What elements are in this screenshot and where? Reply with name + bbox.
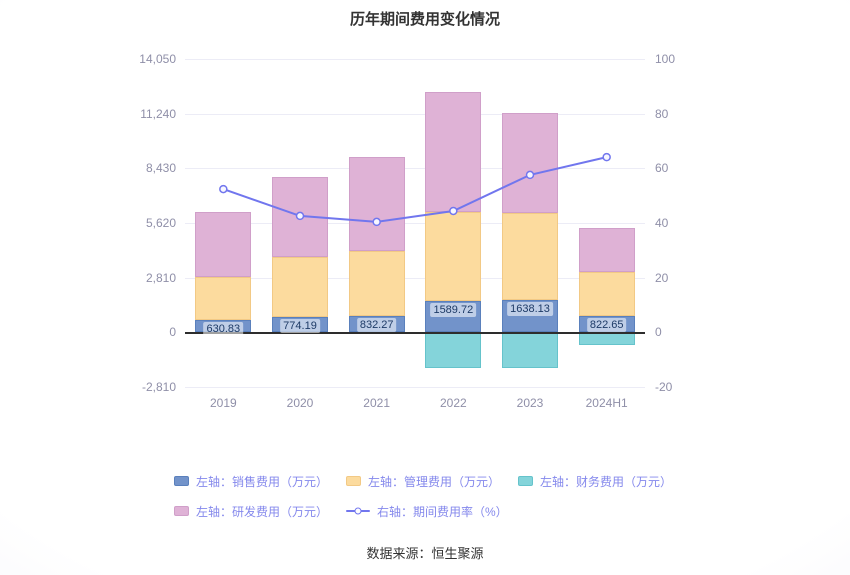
x-axis-tick-2022: 2022 [439,396,467,410]
chart-title: 历年期间费用变化情况 [349,11,500,28]
legend-swatch [346,476,361,486]
bar-value-label: 1589.72 [430,303,477,318]
legend-line-marker [346,505,370,517]
x-axis-tick-2021: 2021 [363,396,391,410]
gridline [185,387,645,388]
rate-line-point [602,152,611,162]
right-axis-tick: 0 [655,325,662,340]
legend-label: 左轴：研发费用（万元） [196,504,329,519]
data-source: 数据来源：恒生聚源 [366,546,484,561]
legend-label: 左轴：管理费用（万元） [368,474,501,489]
bar-value-label: 822.65 [586,318,627,333]
right-axis-tick: 60 [655,161,669,176]
legend-label: 左轴：销售费用（万元） [196,474,329,489]
legend-swatch [174,506,189,516]
bar-segment-series-1 [425,211,482,302]
legend-swatch [174,476,189,486]
bar-segment-series-3 [502,112,558,213]
bar-segment-series-1 [502,212,558,301]
gridline [185,168,645,170]
bar-value-label: 630.83 [203,322,244,337]
rate-line-point [219,184,228,194]
gridline [185,59,645,60]
bar-segment-series-3 [195,212,252,277]
bar-segment-series-1 [272,256,328,318]
gridline [185,223,645,224]
bar-value-label: 774.19 [280,319,320,334]
left-axis-tick: 14,050 [139,52,176,66]
rate-line-point [449,206,458,216]
rate-line-point [295,211,305,221]
right-axis-tick: 100 [655,52,676,66]
bar-value-label: 1638.13 [507,302,553,317]
bar-segment-series-1 [348,250,405,317]
legend-swatch [518,476,533,486]
x-axis-tick-2019: 2019 [209,396,237,410]
rate-line-chart [219,152,611,227]
right-axis-tick: -20 [655,380,673,394]
left-axis-tick: 5,620 [145,216,176,230]
x-axis-tick-2024H1: 2024H1 [585,396,628,410]
rate-line [223,156,607,223]
zero-axis-line [185,332,645,335]
left-axis-tick: 11,240 [140,106,176,121]
bar-segment-series-3 [578,228,635,272]
left-axis-tick: 2,810 [145,270,176,285]
bar-segment-series-1 [195,276,252,321]
x-axis-tick-2020: 2020 [286,396,314,410]
bar-segment-series-2 [502,332,558,368]
legend-item-rate-line[interactable]: 右轴：期间费用率（%） [346,496,518,526]
right-axis-tick: 20 [655,270,669,285]
x-axis-tick-2023: 2023 [516,396,544,410]
plot-area: 630.83 774.19 832.27 1589.72 1638.13 822.65 [185,59,645,388]
bar-value-label: 832.27 [356,318,397,333]
rate-line-point [525,170,535,180]
right-axis-tick: 80 [655,106,669,121]
left-axis-tick: -2,810 [141,380,176,394]
gridline [185,113,645,115]
legend-label: 右轴：期间费用率（%） [377,504,508,519]
bar-segment-series-1 [578,271,635,317]
legend-item-series-2[interactable]: 左轴：财务费用（万元） [518,466,690,496]
left-axis-tick: 8,430 [145,161,176,176]
rate-line-point [372,217,381,227]
legend-item-series-3[interactable]: 左轴：研发费用（万元） [174,496,346,526]
right-axis-tick: 40 [655,216,669,230]
legend-item-series-1[interactable]: 左轴：管理费用（万元） [346,466,518,496]
bar-segment-series-3 [425,91,482,212]
legend-label: 左轴：财务费用（万元） [540,474,673,489]
left-axis-tick: 0 [169,325,176,340]
bar-segment-series-3 [348,157,405,251]
legend: 左轴：销售费用（万元） 左轴：管理费用（万元） 左轴：财务费用（万元） 左轴：研发费用… [174,466,704,526]
gridline [185,277,645,279]
bar-segment-series-2 [425,332,482,368]
legend-item-series-0[interactable]: 左轴：销售费用（万元） [174,466,346,496]
